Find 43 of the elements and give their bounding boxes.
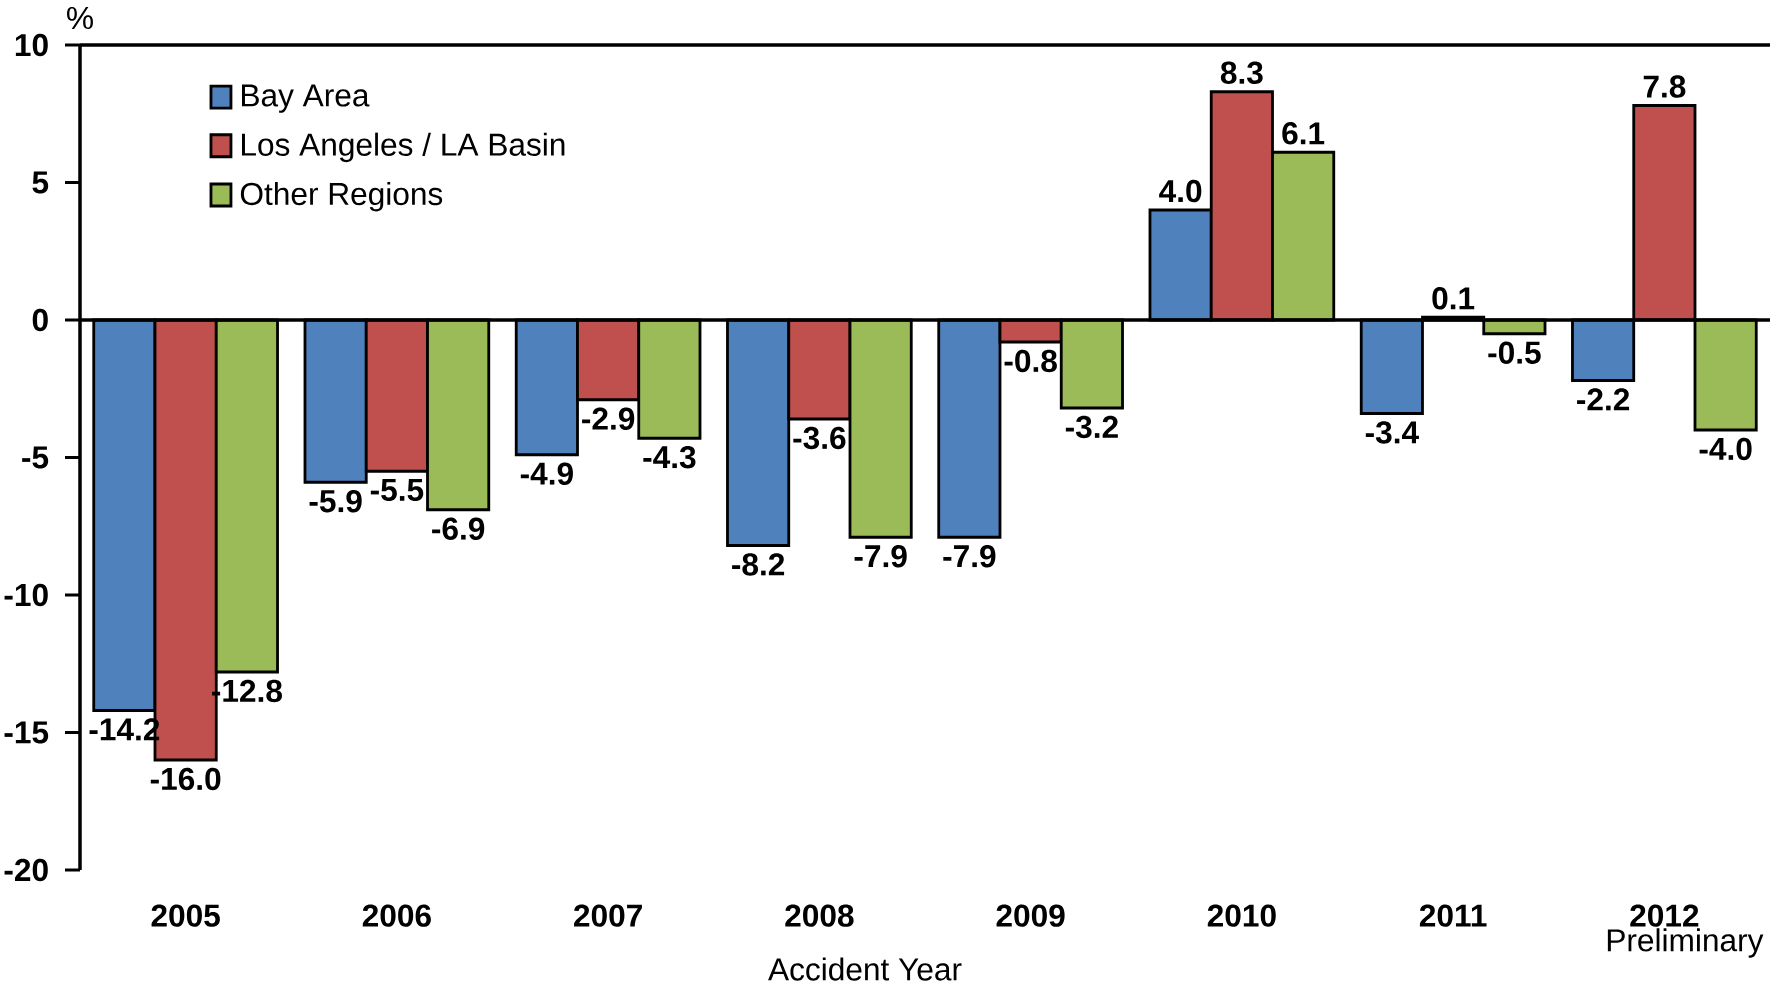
data-label: -4.0 <box>1699 437 1752 461</box>
data-label: -2.2 <box>1577 388 1630 411</box>
data-label: -2.9 <box>582 407 635 430</box>
x-tick-label: 2006 <box>362 904 431 927</box>
data-label: 0.1 <box>1432 287 1475 310</box>
data-label: -5.9 <box>309 489 362 513</box>
x-tick-label: 2008 <box>785 904 854 927</box>
data-label: 7.8 <box>1643 75 1686 98</box>
data-label: -4.3 <box>643 445 696 469</box>
legend-label: Los Angeles / LA Basin <box>241 132 565 163</box>
data-label: -16.0 <box>150 767 221 791</box>
x-tick-label: 2012 <box>1630 904 1699 927</box>
y-tick-label: 0 <box>32 308 48 332</box>
x-tick-label: 2010 <box>1207 904 1276 927</box>
data-label: 4.0 <box>1159 179 1202 203</box>
data-label: -3.4 <box>1365 421 1419 444</box>
y-tick-label: -20 <box>4 858 48 882</box>
data-label: -8.2 <box>732 553 785 576</box>
data-label: -4.9 <box>520 462 573 485</box>
data-label: -7.9 <box>854 544 907 568</box>
data-label: -3.2 <box>1065 415 1118 439</box>
y-tick-label: -5 <box>22 446 49 469</box>
y-tick-label: 10 <box>15 33 48 57</box>
x-axis-title: Accident Year <box>768 957 962 981</box>
data-label: -0.8 <box>1004 349 1057 373</box>
y-tick-label: 5 <box>32 171 49 194</box>
data-label: -3.6 <box>793 426 846 450</box>
data-label: -6.9 <box>432 517 485 540</box>
x-tick-label: 2009 <box>996 904 1065 927</box>
data-label: -0.5 <box>1488 341 1541 364</box>
data-label: -7.9 <box>943 544 996 568</box>
text: Preliminary <box>1607 928 1764 958</box>
x-tick-label: 2007 <box>574 904 642 927</box>
y-tick-label: -15 <box>4 721 49 744</box>
legend-label: Other Regions <box>240 181 443 212</box>
y-tick-label: -10 <box>4 583 48 607</box>
data-label: -5.5 <box>370 478 424 502</box>
x-tick-label: 2005 <box>151 904 220 927</box>
x-tick-label: 2011 <box>1419 904 1487 927</box>
data-label: 8.3 <box>1220 61 1263 85</box>
y-axis-title: % <box>67 6 93 30</box>
data-label: 6.1 <box>1282 122 1325 145</box>
legend-label: Bay Area <box>241 84 370 113</box>
